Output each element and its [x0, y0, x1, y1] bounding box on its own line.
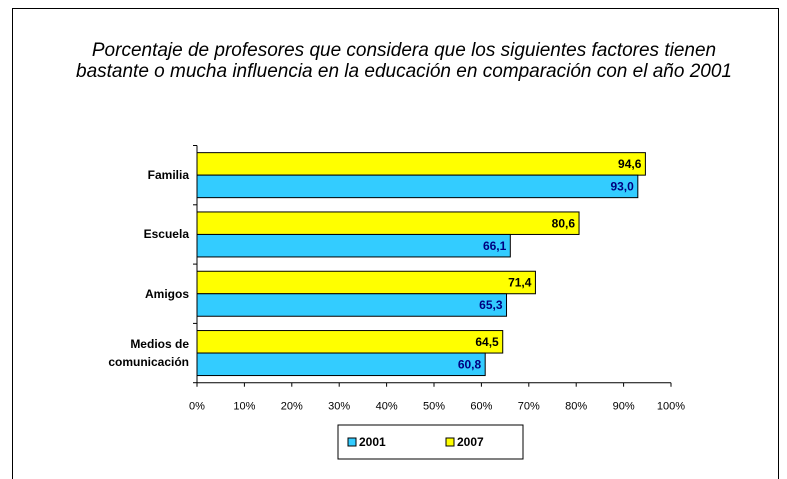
bar [196, 211, 580, 235]
value-label: 64,5 [475, 335, 499, 349]
chart-title: Porcentaje de profesores que considera q… [76, 40, 732, 82]
bar [196, 174, 639, 199]
x-tick-label: 80% [565, 401, 587, 413]
x-tick-label: 10% [233, 401, 255, 413]
x-tick-label: 90% [613, 401, 635, 413]
legend-swatch [445, 437, 455, 447]
legend-label: 2007 [457, 435, 484, 449]
value-label: 93,0 [610, 180, 634, 194]
value-label: 66,1 [483, 239, 507, 253]
bar [196, 270, 536, 295]
x-tick-label: 70% [518, 401, 540, 413]
value-label: 80,6 [552, 216, 576, 230]
x-tick-label: 60% [470, 401, 492, 413]
bar [196, 330, 504, 354]
y-tick-label: Escuela [143, 227, 189, 242]
bar [196, 233, 511, 258]
value-label: 94,6 [618, 157, 642, 171]
y-tick-label: Familia [147, 168, 189, 183]
x-tick-label: 100% [657, 401, 685, 413]
y-tick-label: Amigos [144, 286, 189, 301]
bar [196, 293, 508, 317]
x-tick-label: 40% [376, 401, 398, 413]
value-label: 65,3 [479, 298, 503, 312]
legend-label: 2001 [359, 435, 386, 449]
x-tick-label: 30% [328, 401, 350, 413]
bar [196, 152, 646, 176]
x-tick-label: 0% [189, 401, 205, 413]
value-label: 71,4 [508, 276, 532, 290]
bar [196, 352, 486, 377]
x-tick-label: 20% [281, 401, 303, 413]
frame [12, 8, 779, 479]
value-label: 60,8 [458, 357, 482, 371]
legend-swatch [347, 437, 357, 447]
legend-box [337, 424, 524, 460]
x-tick-label: 50% [423, 401, 445, 413]
y-tick-label: Medios de comunicación [108, 337, 189, 370]
